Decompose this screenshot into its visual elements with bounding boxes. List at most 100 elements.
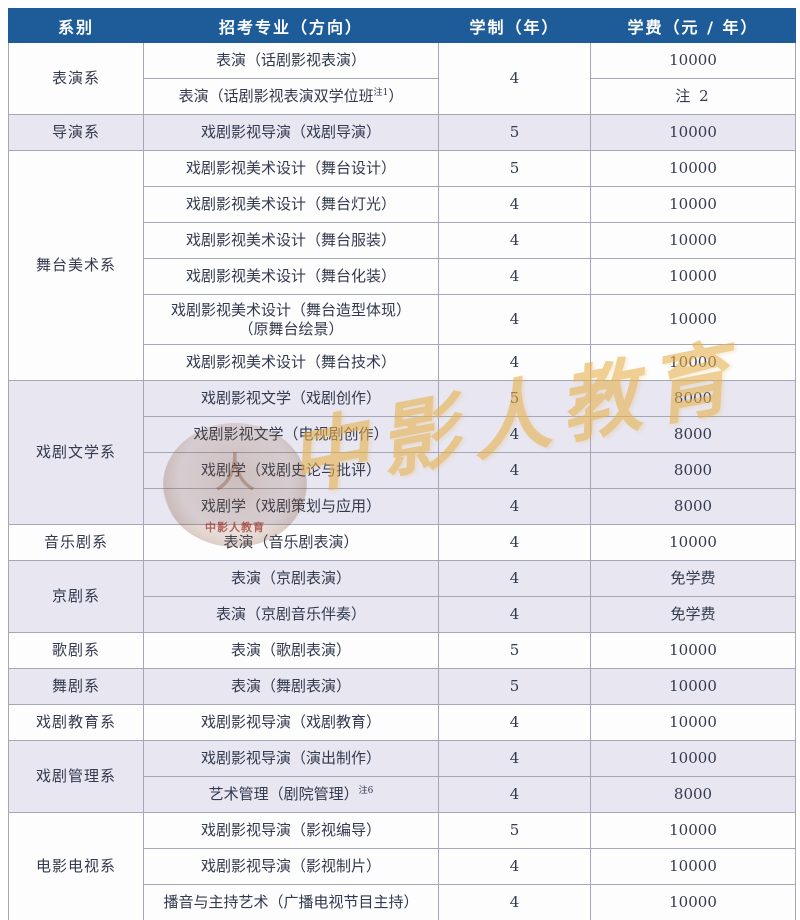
tuition-cell: 10000 bbox=[590, 740, 796, 777]
admissions-fee-table: 系别 招考专业（方向） 学制（年） 学费（元 / 年） 表演系 表演（话剧影视表演… bbox=[8, 8, 796, 920]
tuition-cell: 8000 bbox=[590, 776, 796, 813]
tuition-cell: 8000 bbox=[590, 452, 796, 489]
tuition-cell: 10000 bbox=[590, 114, 796, 151]
major-cell: 表演（话剧影视表演） bbox=[143, 42, 439, 79]
tuition-cell: 免学费 bbox=[590, 560, 796, 597]
duration-cell: 4 bbox=[438, 344, 591, 381]
duration-cell: 5 bbox=[438, 114, 591, 151]
duration-cell: 5 bbox=[438, 668, 591, 705]
duration-cell: 4 bbox=[438, 884, 591, 920]
table-row: 舞剧系 表演（舞剧表演） 5 10000 bbox=[8, 668, 796, 705]
tuition-cell: 10000 bbox=[590, 524, 796, 561]
duration-cell: 4 bbox=[438, 848, 591, 885]
major-cell: 戏剧影视美术设计（舞台化装） bbox=[143, 258, 439, 295]
major-cell: 表演（京剧表演） bbox=[143, 560, 439, 597]
duration-cell: 4 bbox=[438, 560, 591, 597]
department-cell: 表演系 bbox=[8, 42, 144, 115]
table-row: 艺术管理（剧院管理）注6 4 8000 bbox=[9, 776, 796, 813]
major-cell: 戏剧学（戏剧策划与应用） bbox=[143, 488, 439, 525]
column-header-department: 系别 bbox=[8, 8, 144, 43]
table-row: 歌剧系 表演（歌剧表演） 5 10000 bbox=[8, 632, 796, 669]
table-row: 京剧系 表演（京剧表演） 4 免学费 bbox=[8, 560, 796, 633]
duration-cell: 4 bbox=[438, 776, 591, 813]
major-cell: 表演（京剧音乐伴奏） bbox=[143, 596, 439, 633]
duration-cell: 4 bbox=[438, 42, 591, 115]
tuition-cell: 10000 bbox=[590, 186, 796, 223]
table-row: 音乐剧系 表演（音乐剧表演） 4 10000 bbox=[8, 524, 796, 561]
tuition-cell: 10000 bbox=[590, 294, 796, 345]
major-cell: 表演（话剧影视表演双学位班注1） bbox=[143, 78, 439, 115]
duration-cell: 4 bbox=[438, 488, 591, 525]
tuition-cell: 10000 bbox=[590, 42, 796, 79]
major-cell: 戏剧影视导演（影视制片） bbox=[143, 848, 439, 885]
major-cell: 表演（歌剧表演） bbox=[143, 632, 439, 669]
major-cell: 表演（舞剧表演） bbox=[143, 668, 439, 705]
major-cell: 戏剧影视导演（影视编导） bbox=[143, 812, 439, 849]
duration-cell: 4 bbox=[438, 740, 591, 777]
department-cell: 戏剧管理系 bbox=[8, 740, 144, 813]
duration-cell: 4 bbox=[438, 452, 591, 489]
tuition-cell: 8000 bbox=[590, 488, 796, 525]
tuition-cell: 8000 bbox=[590, 416, 796, 453]
table-row: 表演（话剧影视表演双学位班注1） 注 2 bbox=[9, 78, 796, 115]
tuition-cell: 8000 bbox=[590, 380, 796, 417]
tuition-cell: 10000 bbox=[590, 812, 796, 849]
tuition-cell: 10000 bbox=[590, 222, 796, 259]
table-row: 戏剧影视美术设计（舞台技术） 4 10000 bbox=[9, 344, 796, 381]
table-row: 戏剧影视美术设计（舞台服装） 4 10000 bbox=[9, 222, 796, 259]
table-body: 表演系 表演（话剧影视表演） 4 10000 表演（话剧影视表演双学位班注1）注 2 导演… bbox=[8, 42, 796, 920]
duration-cell: 4 bbox=[438, 596, 591, 633]
table-header: 系别 招考专业（方向） 学制（年） 学费（元 / 年） bbox=[8, 8, 796, 43]
tuition-cell: 10000 bbox=[590, 848, 796, 885]
major-cell: 戏剧影视文学（电视剧创作） bbox=[143, 416, 439, 453]
table-row: 戏剧管理系 戏剧影视导演（演出制作） 4 10000 bbox=[8, 740, 796, 813]
footnote-marker: 注6 bbox=[358, 786, 374, 797]
table-row: 戏剧学（戏剧史论与批评） 4 8000 bbox=[9, 452, 796, 489]
major-cell: 戏剧学（戏剧史论与批评） bbox=[143, 452, 439, 489]
department-cell: 舞台美术系 bbox=[8, 150, 144, 381]
major-cell: 戏剧影视导演（演出制作） bbox=[143, 740, 439, 777]
footnote-marker: 注1 bbox=[373, 88, 389, 99]
table-row: 表演（京剧音乐伴奏） 4 免学费 bbox=[9, 596, 796, 633]
department-cell: 电影电视系 bbox=[8, 812, 144, 920]
major-cell: 戏剧影视文学（戏剧创作） bbox=[143, 380, 439, 417]
major-cell: 戏剧影视美术设计（舞台造型体现） （原舞台绘景） bbox=[143, 294, 439, 345]
duration-cell: 5 bbox=[438, 150, 591, 187]
department-cell: 戏剧文学系 bbox=[8, 380, 144, 525]
header-row: 系别 招考专业（方向） 学制（年） 学费（元 / 年） bbox=[8, 8, 796, 43]
duration-cell: 5 bbox=[438, 632, 591, 669]
duration-cell: 5 bbox=[438, 380, 591, 417]
tuition-cell: 10000 bbox=[590, 704, 796, 741]
table-row: 戏剧学（戏剧策划与应用） 4 8000 bbox=[9, 488, 796, 525]
tuition-cell: 10000 bbox=[590, 884, 796, 920]
tuition-cell: 10000 bbox=[590, 668, 796, 705]
table-row: 表演系 表演（话剧影视表演） 4 10000 bbox=[8, 42, 796, 115]
major-cell: 戏剧影视美术设计（舞台设计） bbox=[143, 150, 439, 187]
duration-cell: 4 bbox=[438, 186, 591, 223]
tuition-cell: 10000 bbox=[590, 344, 796, 381]
table-row: 戏剧文学系 戏剧影视文学（戏剧创作） 5 8000 bbox=[8, 380, 796, 525]
major-cell: 戏剧影视导演（戏剧教育） bbox=[143, 704, 439, 741]
table-row: 戏剧教育系 戏剧影视导演（戏剧教育） 4 10000 bbox=[8, 704, 796, 741]
department-cell: 歌剧系 bbox=[8, 632, 144, 669]
tuition-cell: 免学费 bbox=[590, 596, 796, 633]
major-cell: 戏剧影视美术设计（舞台服装） bbox=[143, 222, 439, 259]
table-row: 戏剧影视导演（影视制片） 4 10000 bbox=[9, 848, 796, 885]
department-cell: 舞剧系 bbox=[8, 668, 144, 705]
column-header-major: 招考专业（方向） bbox=[143, 8, 439, 43]
table-row: 戏剧影视文学（电视剧创作） 4 8000 bbox=[9, 416, 796, 453]
duration-cell: 4 bbox=[438, 294, 591, 345]
table-row: 播音与主持艺术（广播电视节目主持） 4 10000 bbox=[9, 884, 796, 920]
major-cell: 播音与主持艺术（广播电视节目主持） bbox=[143, 884, 439, 920]
department-cell: 音乐剧系 bbox=[8, 524, 144, 561]
table-row: 电影电视系 戏剧影视导演（影视编导） 5 10000 bbox=[8, 812, 796, 920]
duration-cell: 5 bbox=[438, 812, 591, 849]
table-row: 戏剧影视美术设计（舞台化装） 4 10000 bbox=[9, 258, 796, 295]
department-cell: 戏剧教育系 bbox=[8, 704, 144, 741]
department-cell: 导演系 bbox=[8, 114, 144, 151]
department-cell: 京剧系 bbox=[8, 560, 144, 633]
tuition-cell: 10000 bbox=[590, 258, 796, 295]
table-row: 舞台美术系 戏剧影视美术设计（舞台设计） 5 10000 bbox=[8, 150, 796, 381]
tuition-cell: 注 2 bbox=[590, 78, 796, 115]
